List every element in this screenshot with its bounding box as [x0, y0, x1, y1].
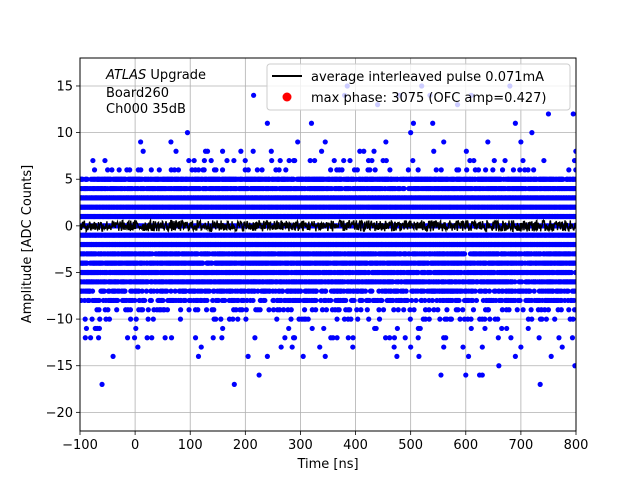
data-point — [298, 288, 304, 294]
data-point — [456, 297, 462, 304]
data-point — [215, 297, 222, 304]
data-point — [568, 269, 574, 276]
data-point — [182, 297, 188, 304]
data-point — [204, 297, 210, 304]
data-point — [313, 288, 320, 294]
data-point — [512, 279, 518, 285]
data-point — [461, 251, 468, 257]
data-point — [351, 297, 357, 304]
data-point — [323, 288, 329, 294]
data-point — [143, 288, 150, 294]
data-point — [571, 297, 576, 304]
data-point — [139, 288, 145, 294]
data-point — [359, 297, 365, 304]
data-point — [328, 297, 334, 304]
data-point — [573, 260, 576, 266]
data-point — [206, 288, 212, 294]
data-point — [255, 288, 261, 294]
data-point — [115, 297, 121, 304]
data-point — [250, 297, 256, 304]
data-point — [313, 297, 319, 304]
data-point — [164, 288, 170, 294]
data-point — [369, 288, 375, 294]
data-point — [527, 288, 533, 294]
data-point — [160, 297, 166, 304]
data-point — [280, 288, 286, 294]
data-point — [200, 260, 206, 266]
data-point — [429, 297, 435, 304]
data-point — [142, 297, 148, 304]
data-point — [89, 288, 96, 294]
data-point — [101, 288, 107, 294]
data-point — [403, 288, 409, 294]
data-point — [531, 288, 537, 294]
data-point — [572, 288, 576, 294]
data-point — [422, 297, 428, 304]
data-point — [415, 269, 421, 276]
data-point — [573, 279, 576, 285]
data-point — [96, 297, 102, 304]
data-point — [519, 279, 525, 285]
data-point — [168, 288, 174, 294]
data-point — [362, 288, 369, 294]
data-point — [565, 288, 571, 294]
data-point — [573, 251, 576, 257]
data-point — [573, 241, 576, 248]
data-point — [366, 297, 373, 304]
data-point — [148, 297, 154, 304]
data-point — [404, 297, 411, 304]
data-point — [473, 297, 480, 304]
data-point — [472, 288, 478, 294]
data-point — [122, 288, 128, 294]
data-point — [262, 297, 268, 304]
data-point — [222, 297, 228, 304]
blue-scatter-series — [80, 83, 576, 387]
data-point — [172, 288, 178, 294]
data-point — [132, 297, 138, 304]
data-point — [409, 297, 415, 304]
data-point — [486, 288, 493, 294]
data-point — [343, 297, 349, 304]
data-point — [573, 269, 576, 276]
data-point — [413, 297, 419, 304]
data-point — [379, 297, 385, 304]
data-point — [470, 297, 476, 304]
data-point — [517, 297, 523, 304]
data-point — [183, 288, 189, 294]
